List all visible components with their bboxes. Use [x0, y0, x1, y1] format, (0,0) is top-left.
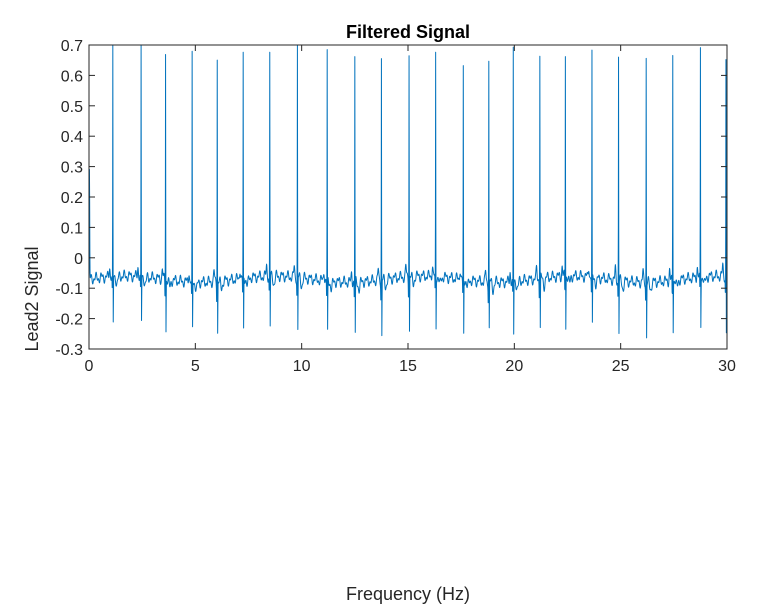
x-tick-label: 25	[612, 358, 630, 375]
y-tick-label: 0	[74, 251, 83, 268]
y-tick-label: 0.6	[61, 68, 83, 85]
x-tick-label: 10	[293, 358, 311, 375]
signal-line	[88, 44, 728, 339]
y-tick-label: 0.2	[61, 190, 83, 207]
x-axis-label: Frequency (Hz)	[346, 584, 470, 604]
y-tick-label: -0.2	[55, 312, 83, 329]
chart-title: Filtered Signal	[346, 22, 470, 42]
y-tick-label: 0.3	[61, 160, 83, 177]
y-axis: -0.3 -0.2 -0.1 0 0.1 0.2 0.3 0.4 0.5 0.6 0.7	[55, 38, 727, 359]
y-tick-label: 0.5	[61, 99, 83, 116]
x-axis: 0 5 10 15 20 25 30	[85, 45, 736, 375]
x-tick-label: 15	[399, 358, 417, 375]
y-axis-label: Lead2 Signal	[22, 246, 42, 351]
y-tick-label: -0.3	[55, 342, 83, 359]
x-tick-label: 20	[505, 358, 523, 375]
series-layer	[88, 44, 728, 339]
y-tick-label: 0.4	[61, 129, 83, 146]
plot-area	[89, 45, 727, 349]
x-tick-label: 30	[718, 358, 736, 375]
y-tick-label: -0.1	[55, 281, 83, 298]
y-tick-label: 0.1	[61, 220, 83, 237]
x-tick-label: 0	[85, 358, 94, 375]
x-tick-label: 5	[191, 358, 200, 375]
y-tick-label: 0.7	[61, 38, 83, 55]
